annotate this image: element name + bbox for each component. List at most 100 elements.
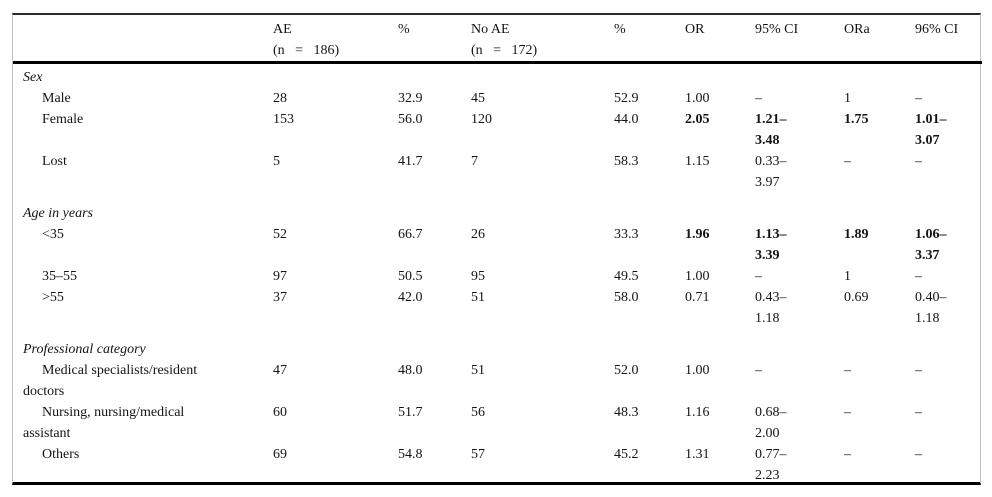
cell-ora: 0.69 xyxy=(844,290,869,305)
cell-or: 1.16 xyxy=(685,405,710,420)
table-body: Sex Male 28 32.9 45 52.9 1.00 – 1 – Female 153 56.0 1… xyxy=(13,63,982,487)
row-label: Nursing, nursing/medical assistant xyxy=(23,405,185,441)
col-header-ci95: 95% CI xyxy=(753,15,842,64)
table-row: <35 52 66.7 26 33.3 1.96 1.13– 3.39 1.89 1.06– 3… xyxy=(13,224,982,266)
table-row: Others 69 54.8 57 45.2 1.31 0.77– 2.23 – – xyxy=(13,444,982,486)
cell-ci95: 1.21– 3.48 xyxy=(755,112,787,148)
table-row: Lost 5 41.7 7 58.3 1.15 0.33– 3.97 – – xyxy=(13,151,982,193)
cell-ci96: – xyxy=(915,154,922,169)
cell-pct2: 52.0 xyxy=(614,363,639,378)
cell-noae: 57 xyxy=(471,447,485,462)
cell-or: 1.96 xyxy=(685,227,710,242)
cell-ci96: 1.01– 3.07 xyxy=(915,112,947,148)
cell-ci95: – xyxy=(755,91,762,106)
cell-ae: 5 xyxy=(273,154,280,169)
table-row: Male 28 32.9 45 52.9 1.00 – 1 – xyxy=(13,88,982,109)
cell-ae: 28 xyxy=(273,91,287,106)
cell-noae: 95 xyxy=(471,269,485,284)
cell-noae: 51 xyxy=(471,290,485,305)
col-header-ae: AE (n = 186) xyxy=(271,15,396,64)
cell-pct2: 58.0 xyxy=(614,290,639,305)
cell-or: 1.00 xyxy=(685,269,710,284)
cell-pct1: 56.0 xyxy=(398,112,423,127)
row-label: Others xyxy=(42,447,80,462)
cell-pct1: 48.0 xyxy=(398,363,423,378)
cell-pct2: 33.3 xyxy=(614,227,639,242)
table-row: Medical specialists/resident doctors 47 48… xyxy=(13,360,982,402)
cell-ora: – xyxy=(844,154,851,169)
row-label: 35–55 xyxy=(42,269,77,284)
cell-pct1: 41.7 xyxy=(398,154,423,169)
row-label: >55 xyxy=(42,290,64,305)
cell-ci95: 0.77– 2.23 xyxy=(755,447,787,483)
col-header-ci96-line1: 96% CI xyxy=(915,22,959,37)
cell-noae: 51 xyxy=(471,363,485,378)
row-label: Lost xyxy=(42,154,67,169)
table-row: 35–55 97 50.5 95 49.5 1.00 – 1 – xyxy=(13,266,982,287)
cell-ora: – xyxy=(844,447,851,462)
cell-ci95: – xyxy=(755,269,762,284)
section-row: Age in years xyxy=(13,193,982,224)
cell-pct1: 42.0 xyxy=(398,290,423,305)
cell-ae: 97 xyxy=(273,269,287,284)
statistics-table-figure: AE (n = 186)% No AE (n = 172)% OR 95% CI ORa 96… xyxy=(12,13,982,487)
cell-ci95: – xyxy=(755,363,762,378)
cell-or: 0.71 xyxy=(685,290,710,305)
cell-noae: 45 xyxy=(471,91,485,106)
cell-ci95: 0.33– 3.97 xyxy=(755,154,787,190)
cell-ae: 60 xyxy=(273,405,287,420)
col-header-ora-line1: ORa xyxy=(844,22,870,37)
row-label: Female xyxy=(42,112,84,127)
cell-ae: 69 xyxy=(273,447,287,462)
col-header-pct1: % xyxy=(396,15,469,64)
cell-ci96: – xyxy=(915,363,922,378)
cell-or: 1.00 xyxy=(685,91,710,106)
cell-pct2: 58.3 xyxy=(614,154,639,169)
cell-pct1: 66.7 xyxy=(398,227,423,242)
cell-pct1: 32.9 xyxy=(398,91,423,106)
col-header-noae-line2: (n = 172) xyxy=(471,43,538,58)
section-row: Sex xyxy=(13,63,982,89)
col-header-pct2-line1: % xyxy=(614,22,626,37)
section-row: Professional category xyxy=(13,329,982,360)
col-header-ae-line2: (n = 186) xyxy=(273,43,340,58)
cell-ci96: – xyxy=(915,269,922,284)
row-label: <35 xyxy=(42,227,64,242)
cell-ci96: – xyxy=(915,91,922,106)
cell-ora: – xyxy=(844,363,851,378)
cell-ora: – xyxy=(844,405,851,420)
col-header-noae: No AE (n = 172) xyxy=(469,15,612,64)
cell-ci95: 1.13– 3.39 xyxy=(755,227,787,263)
cell-pct2: 44.0 xyxy=(614,112,639,127)
cell-or: 1.00 xyxy=(685,363,710,378)
cell-pct1: 51.7 xyxy=(398,405,423,420)
section-title: Professional category xyxy=(23,342,146,357)
cell-noae: 56 xyxy=(471,405,485,420)
cell-noae: 7 xyxy=(471,154,478,169)
cell-ci95: 0.68– 2.00 xyxy=(755,405,787,441)
cell-pct2: 49.5 xyxy=(614,269,639,284)
cell-or: 2.05 xyxy=(685,112,710,127)
cell-ae: 37 xyxy=(273,290,287,305)
cell-pct1: 54.8 xyxy=(398,447,423,462)
cell-noae: 120 xyxy=(471,112,492,127)
cell-ora: 1 xyxy=(844,91,851,106)
section-title: Age in years xyxy=(23,206,93,221)
cell-pct2: 45.2 xyxy=(614,447,639,462)
table-header: AE (n = 186)% No AE (n = 172)% OR 95% CI ORa 96… xyxy=(13,15,982,64)
col-header-ae-line1: AE xyxy=(273,22,292,37)
col-header-rowlabel xyxy=(13,15,271,64)
col-header-ci95-line1: 95% CI xyxy=(755,22,799,37)
cell-ci96: 0.40– 1.18 xyxy=(915,290,947,326)
table-row: Female 153 56.0 120 44.0 2.05 1.21– 3.48 1.75 1.… xyxy=(13,109,982,151)
col-header-ora: ORa xyxy=(842,15,913,64)
cell-or: 1.31 xyxy=(685,447,710,462)
cell-ora: 1.89 xyxy=(844,227,869,242)
cell-ae: 52 xyxy=(273,227,287,242)
col-header-pct2: % xyxy=(612,15,683,64)
table-row: Nursing, nursing/medical assistant 60 51.7… xyxy=(13,402,982,444)
cell-ora: 1.75 xyxy=(844,112,869,127)
cell-ci95: 0.43– 1.18 xyxy=(755,290,787,326)
col-header-or-line1: OR xyxy=(685,22,705,37)
cell-ae: 153 xyxy=(273,112,294,127)
